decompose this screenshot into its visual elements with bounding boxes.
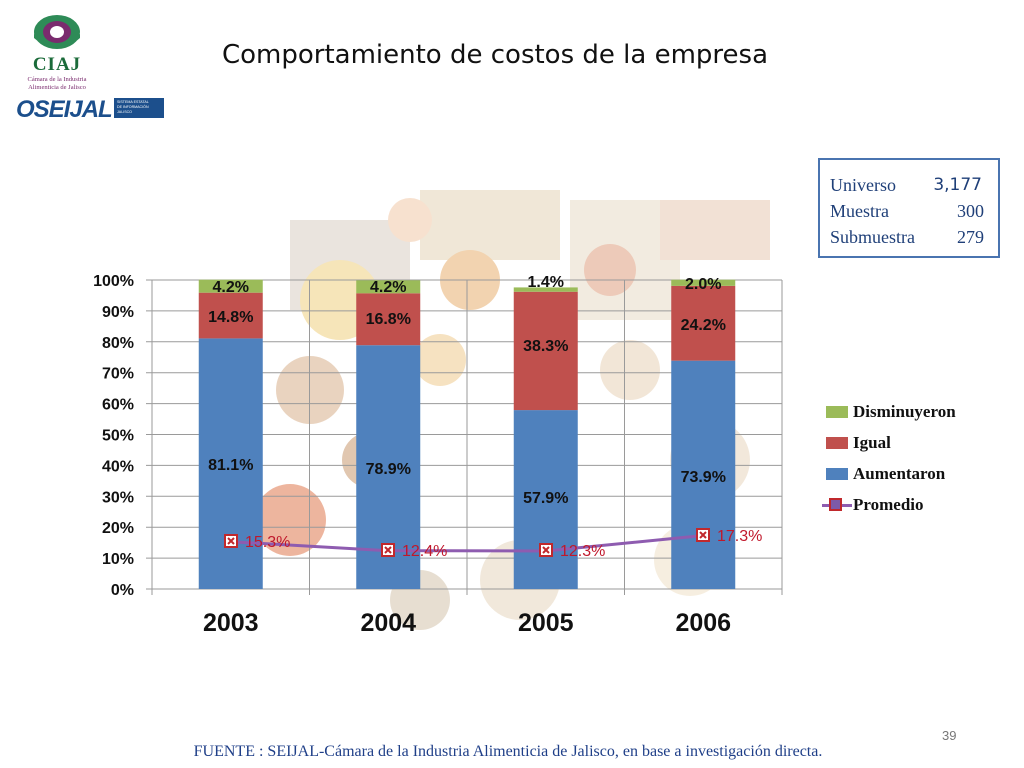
slide-title-text: Comportamiento de costos de la empresa (221, 40, 769, 70)
source-footer-text: FUENTE : SEIJAL-Cámara de la Industria A… (193, 743, 823, 760)
sample-info-box: Universo 3,177 Muestra 300 Submuestra 27… (818, 158, 1000, 258)
chart-legend: Disminuyeron Igual Aumentaron Promedio (822, 402, 1012, 526)
bar-segment-igual (513, 291, 578, 411)
source-footer: FUENTE : SEIJAL-Cámara de la Industria A… (0, 743, 1024, 761)
bar-segment-aumentaron (671, 360, 736, 589)
y-tick-label: 30% (102, 489, 134, 506)
bar-segment-disminuyeron (671, 279, 736, 286)
y-tick-label: 0% (111, 582, 134, 599)
data-label-disminuyeron: 2.0% (685, 276, 721, 293)
data-label-igual: 14.8% (208, 309, 253, 326)
oseijal-badge: SISTEMA ESTATAL DE INFORMACIÓN JALISCO (114, 98, 164, 118)
chart-labels: 0% 10% 20% 30% 40% 50% 60% 70% 80% 90% 100% 2003 200… (93, 273, 762, 637)
bar-segment-disminuyeron (198, 279, 263, 293)
y-tick-label: 10% (102, 551, 134, 568)
universo-label: Universo (830, 175, 896, 195)
x-tick-label: 2003 (203, 609, 259, 637)
oseijal-sub3: JALISCO (117, 110, 132, 114)
legend-item-promedio: Promedio (822, 495, 1012, 526)
data-label-aumentaron: 57.9% (523, 490, 568, 507)
x-tick-label: 2005 (518, 609, 574, 637)
legend-label-igual: Igual (853, 433, 891, 452)
oseijal-sub1: SISTEMA ESTATAL (117, 100, 149, 104)
promedio-marker-cross (384, 546, 392, 554)
legend-swatch-igual (826, 437, 848, 449)
data-label-disminuyeron: 4.2% (213, 279, 249, 296)
data-label-promedio: 15.3% (245, 534, 290, 551)
legend-label-promedio: Promedio (853, 495, 924, 514)
promedio-marker-cross (699, 531, 707, 539)
chart-promedio-line (224, 528, 710, 557)
data-label-promedio: 12.3% (560, 543, 605, 560)
ciaj-emblem-icon (34, 15, 80, 49)
page-number: 39 (942, 728, 957, 743)
legend-swatch-aumentaron (826, 468, 848, 480)
bar-segment-igual (198, 292, 263, 339)
y-tick-label: 80% (102, 335, 134, 352)
bar-segment-disminuyeron (356, 280, 421, 294)
data-label-igual: 16.8% (366, 311, 411, 328)
ciaj-subtitle-line1: Cámara de la Industria (27, 76, 87, 83)
legend-item-igual: Igual (822, 433, 1012, 464)
submuestra-label: Submuestra (830, 227, 915, 247)
y-tick-label: 50% (102, 428, 134, 445)
universo-row: Universo 3,177 (830, 172, 998, 198)
legend-label-disminuyeron: Disminuyeron (853, 402, 956, 421)
muestra-label: Muestra (830, 201, 889, 221)
ciaj-logo: CIAJ Cámara de la Industria Alimenticia … (18, 12, 96, 92)
y-tick-label: 90% (102, 304, 134, 321)
data-label-aumentaron: 78.9% (366, 461, 411, 478)
y-tick-label: 70% (102, 366, 134, 383)
x-tick-label: 2006 (675, 609, 731, 637)
y-tick-label: 20% (102, 520, 134, 537)
universo-value: 3,177 (933, 175, 982, 195)
ciaj-subtitle: Cámara de la Industria Alimenticia de Ja… (18, 76, 96, 92)
submuestra-value: 279 (957, 227, 984, 247)
legend-item-disminuyeron: Disminuyeron (822, 402, 1012, 433)
slide-title: Comportamiento de costos de la empresa (0, 40, 990, 70)
data-label-aumentaron: 73.9% (681, 469, 726, 486)
legend-label-aumentaron: Aumentaron (853, 464, 946, 483)
data-label-igual: 24.2% (681, 317, 726, 334)
bar-segment-igual (356, 293, 421, 346)
y-tick-label: 40% (102, 458, 134, 475)
bar-segment-disminuyeron (513, 287, 578, 292)
data-label-disminuyeron: 4.2% (370, 279, 406, 296)
submuestra-row: Submuestra 279 (830, 224, 998, 250)
data-label-igual: 38.3% (523, 338, 568, 355)
legend-item-aumentaron: Aumentaron (822, 464, 1012, 495)
ciaj-subtitle-line2: Alimenticia de Jalisco (28, 84, 86, 91)
legend-marker-promedio-icon (829, 498, 842, 511)
data-label-aumentaron: 81.1% (208, 457, 253, 474)
promedio-marker-cross (227, 537, 235, 545)
x-tick-label: 2004 (360, 609, 416, 637)
oseijal-sub2: DE INFORMACIÓN (117, 105, 149, 109)
y-tick-label: 60% (102, 397, 134, 414)
promedio-marker-cross (542, 546, 550, 554)
legend-swatch-disminuyeron (826, 406, 848, 418)
ciaj-name: CIAJ (32, 54, 82, 75)
y-tick-label: 100% (93, 273, 134, 290)
promedio-line (230, 534, 704, 553)
bar-segment-igual (671, 285, 736, 361)
data-label-promedio: 17.3% (717, 528, 762, 545)
oseijal-logo: OSEIJAL SISTEMA ESTATAL DE INFORMACIÓN J… (16, 96, 166, 123)
muestra-value: 300 (957, 201, 984, 221)
data-label-disminuyeron: 1.4% (528, 274, 564, 291)
muestra-row: Muestra 300 (830, 198, 998, 224)
bar-segment-aumentaron (513, 410, 578, 589)
data-label-promedio: 12.4% (402, 543, 447, 560)
oseijal-name: OSEIJAL (16, 96, 113, 123)
